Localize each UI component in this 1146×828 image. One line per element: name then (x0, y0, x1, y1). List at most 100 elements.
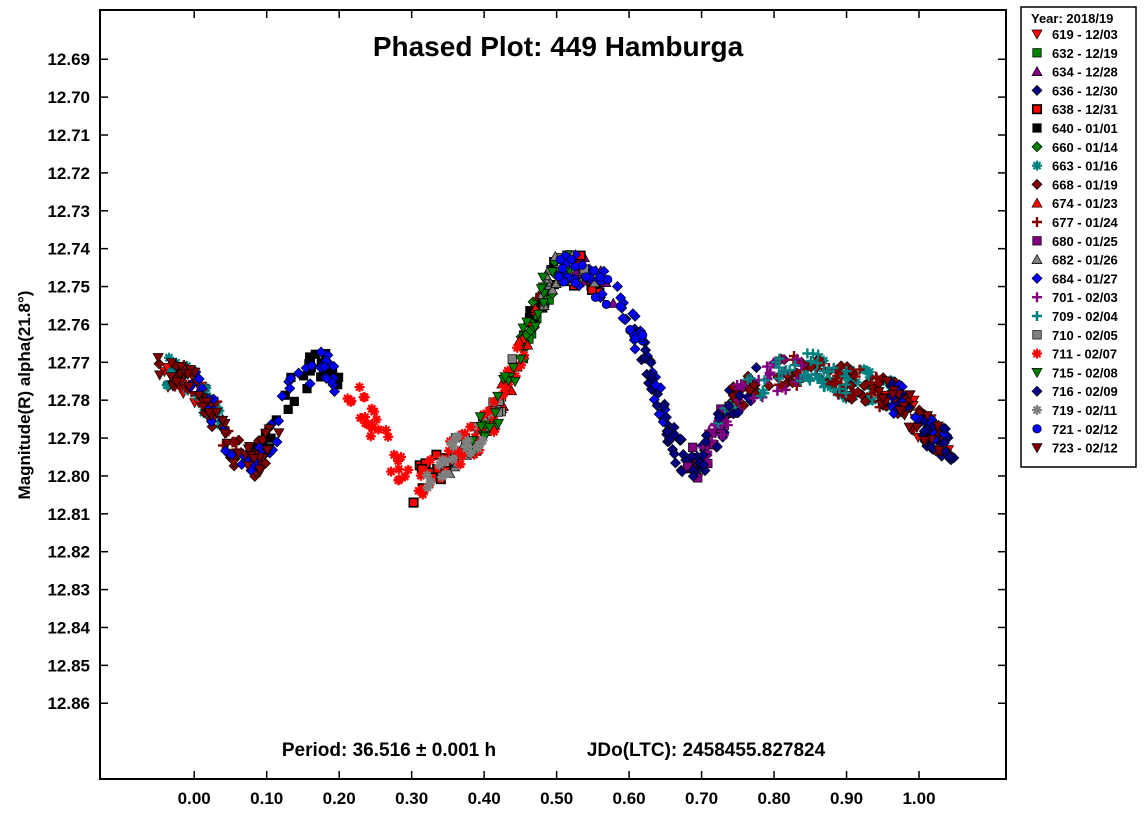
data-point (734, 390, 746, 402)
data-point (668, 448, 680, 460)
legend-entry-label: 668 - 01/19 (1052, 177, 1118, 192)
data-point (175, 362, 187, 373)
data-point (784, 365, 795, 376)
data-point (393, 464, 404, 475)
data-point (386, 466, 397, 477)
data-point (248, 454, 260, 465)
legend-entry-label: 710 - 02/05 (1052, 328, 1118, 343)
data-point (762, 361, 773, 372)
plot-frame (99, 9, 1007, 780)
data-point (867, 395, 878, 406)
data-point (840, 387, 851, 398)
data-point (211, 407, 223, 418)
data-point (422, 482, 433, 493)
legend-marker (1031, 197, 1043, 208)
data-point (289, 396, 299, 407)
data-point (846, 393, 857, 404)
y-tick-label: 12.81 (47, 505, 90, 524)
data-point (841, 366, 852, 377)
data-point (911, 422, 923, 433)
data-point (771, 357, 782, 368)
data-point (166, 366, 177, 377)
data-point (306, 360, 318, 372)
data-point (183, 382, 195, 393)
data-point (354, 382, 365, 393)
data-point (418, 465, 429, 476)
data-point (383, 431, 394, 442)
legend-marker (1032, 217, 1042, 227)
data-point (521, 317, 533, 328)
data-point (219, 445, 231, 457)
data-point (748, 393, 759, 404)
data-point (711, 441, 723, 453)
y-tick-label: 12.71 (47, 126, 90, 145)
data-point (425, 454, 436, 465)
data-point (475, 422, 487, 433)
legend-entry-label: 709 - 02/04 (1052, 309, 1119, 324)
data-point (866, 377, 877, 388)
data-point (802, 372, 813, 383)
data-point (394, 474, 405, 485)
data-point (373, 424, 384, 435)
data-point (851, 377, 862, 388)
data-point (461, 442, 472, 453)
legend-entry-label: 682 - 01/26 (1052, 253, 1118, 268)
data-point (165, 358, 178, 369)
data-point (434, 459, 445, 470)
x-tick-label: 0.80 (758, 789, 791, 808)
data-point (522, 339, 534, 350)
data-point (273, 428, 285, 439)
legend-entry-label: 634 - 12/28 (1052, 65, 1118, 80)
data-point (254, 464, 266, 475)
legend-entry-label: 716 - 02/09 (1052, 384, 1118, 399)
data-point (670, 457, 682, 469)
data-point (171, 377, 183, 388)
data-point (452, 431, 463, 442)
data-point (219, 428, 231, 439)
data-point (839, 371, 850, 382)
data-point (887, 389, 899, 401)
data-point (871, 371, 882, 382)
data-point (165, 372, 177, 383)
data-point (395, 452, 406, 463)
legend-entry-label: 640 - 01/01 (1052, 121, 1118, 136)
data-point (921, 411, 934, 422)
legend-entry-label: 723 - 02/12 (1052, 441, 1118, 456)
data-point (627, 308, 639, 320)
data-point (722, 420, 733, 431)
data-point (452, 446, 463, 457)
y-tick-label: 12.74 (47, 240, 90, 259)
data-point (457, 429, 468, 440)
data-point (570, 278, 581, 288)
data-point (625, 325, 635, 335)
data-point (197, 402, 209, 413)
data-point (182, 369, 194, 380)
data-point (555, 255, 565, 265)
legend-entry-label: 701 - 02/03 (1052, 290, 1118, 305)
legend-marker (1032, 330, 1042, 340)
data-point (345, 396, 356, 407)
data-point (456, 450, 467, 461)
data-point (271, 436, 283, 448)
data-point (163, 352, 174, 363)
data-point (860, 365, 871, 376)
data-point (873, 387, 885, 398)
data-point (589, 266, 599, 276)
legend-entry-label: 677 - 01/24 (1052, 215, 1119, 230)
data-point (676, 466, 688, 478)
data-point (477, 435, 488, 446)
data-point (932, 421, 944, 432)
data-points (152, 249, 960, 508)
legend-entry-label: 721 - 02/12 (1052, 422, 1118, 437)
legend-marker (1031, 253, 1043, 264)
data-point (818, 382, 829, 393)
data-point (193, 391, 205, 402)
data-point (881, 376, 893, 387)
legend-marker (1032, 48, 1042, 58)
data-point (448, 441, 459, 452)
data-point (371, 414, 382, 425)
data-point (381, 425, 392, 436)
x-tick-label: 0.30 (395, 789, 428, 808)
data-point (759, 375, 770, 386)
data-point (217, 415, 229, 426)
